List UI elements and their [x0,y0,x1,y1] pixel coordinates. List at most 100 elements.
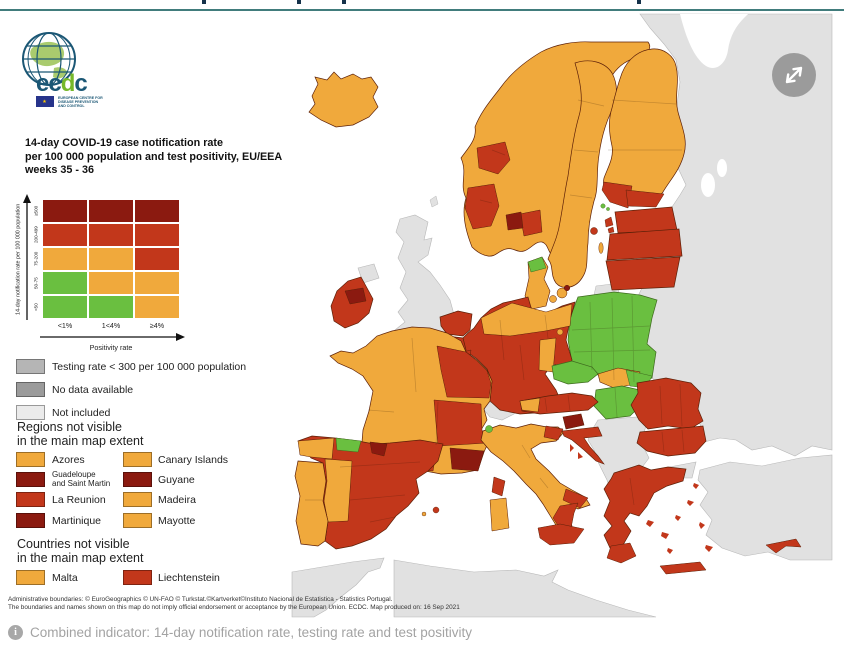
map-region-norway-east [519,209,543,237]
legend-swatch-guyane [123,472,152,487]
matrix-row-label-4: <50 [33,303,39,311]
map-region-fyn [549,295,557,303]
matrix-cell [89,200,133,222]
legend-swatch-martinique [16,513,45,528]
map-region-greek-islands [646,483,713,554]
matrix-cell [89,296,133,318]
map-region-france-northeast [436,345,492,399]
map-region-basque [369,441,388,457]
legend-swatch-canary-islands [123,452,152,467]
legend-label-martinique: Martinique [52,515,102,527]
map-region-estonia [614,206,678,234]
map-region-iceland [308,71,379,128]
clipped-text-fragment [297,0,301,4]
map-region-gotland [598,242,604,254]
map-region-france-paca [449,447,485,472]
matrix-cell [135,296,179,318]
map-region-bulgaria [636,425,707,457]
matrix-cell [135,248,179,270]
map-region-cyprus [765,538,802,554]
legend-swatch-liechtenstein [123,570,152,585]
matrix-cell [135,272,179,294]
expand-arrows-icon [785,66,803,84]
legend-swatch-la-reunion [16,492,45,507]
lake-onega [717,159,727,177]
x-axis-arrow [40,333,185,341]
map-region-turkey [697,454,833,561]
map-region-aland2 [606,207,610,211]
attribution-line-1: Administrative boundaries: © EuroGeograp… [8,596,393,603]
map-region-zealand [556,287,568,299]
map-region-asturias [335,437,362,453]
matrix-cell [135,224,179,246]
map-region-mallorca [432,506,440,514]
map-region-crete [659,561,707,575]
y-axis-arrow [23,194,31,320]
ecdc-logo: ecdc ★ EUROPEAN CENTRE FOR DISEASE PREVE… [18,30,138,112]
matrix-row-label-1: 200-499 [33,226,39,244]
map-region-norway-oslo [505,211,524,231]
map-region-poland [567,291,658,385]
map-region-finland [603,48,686,207]
legend-label-no-data: No data available [52,384,134,396]
legend-label-madeira: Madeira [158,494,196,506]
map-region-aland [600,203,606,209]
map-region-ibiza [421,511,427,517]
ecdc-caption: EUROPEAN CENTRE FOR DISEASE PREVENTION A… [58,96,103,109]
legend-swatch-madeira [123,492,152,507]
legend-swatch-guadeloupe [16,472,45,487]
attribution-text: Administrative boundaries: © EuroGeograp… [8,596,528,612]
map-region-lithuania [605,256,681,291]
matrix-cell [89,248,133,270]
white-sea-notch [680,14,748,69]
legend-label-azores: Azores [52,454,85,466]
attribution-line-2: The boundaries and names shown on this m… [8,603,460,611]
legend-label-mayotte: Mayotte [158,515,196,527]
map-region-algeria-tunisia [393,559,657,618]
map-region-finland-southwest [601,181,633,209]
matrix-cell [89,272,133,294]
map-region-copenhagen [563,284,571,292]
legend-label-guyane: Guyane [158,474,195,486]
info-icon: i [8,625,23,640]
map-region-austria-west [519,397,541,413]
legend-label-liechtenstein: Liechtenstein [158,572,220,584]
lake-ladoga [701,173,715,197]
map-region-croatia [561,426,605,465]
map-region-corsica [491,476,506,497]
legend-swatch-no-data [16,382,45,397]
matrix-cell [89,224,133,246]
matrix-col-label-1: 1<4% [101,321,121,330]
clipped-header-strip [0,0,844,11]
map-region-norway-trondelag [476,141,511,175]
map-region-portugal [294,460,329,547]
legend-swatch-azores [16,452,45,467]
map-region-sardinia [489,497,510,532]
matrix-cell [43,296,87,318]
map-region-estonia-islands [604,216,615,234]
legend-label-not-included: Not included [52,407,111,419]
map-region-aosta [485,425,493,433]
map-region-peloponnese [606,542,637,564]
legend-label-malta: Malta [52,572,78,584]
clipped-text-fragment [637,0,641,4]
map-region-slovenia [562,413,585,430]
footer-caption: i Combined indicator: 14-day notificatio… [8,625,472,640]
map-region-stockholm [590,227,598,235]
map-region-spain-west [323,458,353,523]
title-line-2: per 100 000 population and test positivi… [25,150,283,163]
countries-heading: Countries not visible in the main map ex… [17,537,144,565]
map-region-czechia [551,360,599,385]
title-line-3: weeks 35 - 36 [25,164,95,176]
footer-text: Combined indicator: 14-day notification … [30,625,472,640]
map-region-friuli [543,425,564,441]
legend-swatch-not-included [16,405,45,420]
clipped-text-fragment [202,0,206,4]
legend-swatch-malta [16,570,45,585]
expand-button[interactable] [772,53,816,97]
matrix-cell [43,200,87,222]
map-region-france-centereast [433,399,488,447]
legend-label-testing-rate: Testing rate < 300 per 100 000 populatio… [52,361,247,373]
